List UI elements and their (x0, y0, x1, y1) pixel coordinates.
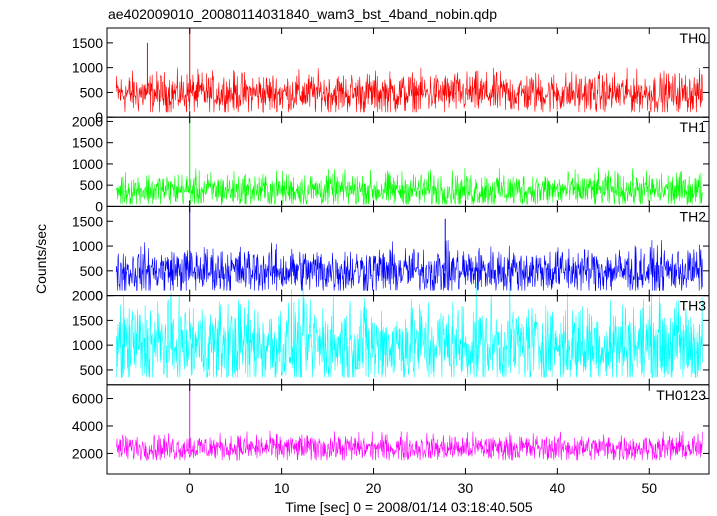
x-axis: 0 10 20 30 40 50 (186, 480, 657, 496)
y-tick-label: 500 (80, 84, 104, 100)
y-tick-label: 1500 (72, 35, 103, 51)
panel-label: TH3 (680, 298, 707, 314)
plot-title: ae402009010_20080114031840_wam3_bst_4ban… (108, 6, 497, 22)
x-tick-label: 50 (641, 480, 657, 496)
y-tick-label: 500 (80, 362, 104, 378)
y-tick-label: 1000 (72, 156, 103, 172)
y-tick-label: 1000 (72, 337, 103, 353)
x-tick-label: 0 (186, 480, 194, 496)
panel-label: TH0123 (656, 387, 706, 403)
y-tick-label: 6000 (72, 391, 103, 407)
y-tick-label: 2000 (72, 288, 103, 304)
y-tick-label: 2000 (72, 445, 103, 461)
series-th0 (115, 67, 703, 114)
panel-frame (106, 384, 710, 475)
panel-label: TH1 (680, 119, 707, 135)
panel-th1: 0 500 1000 1500 2000 TH1 (72, 113, 710, 214)
panel-th0123: 2000 4000 6000 TH0123 (72, 384, 710, 475)
panel-th3: 500 1000 1500 2000 TH3 (72, 282, 710, 386)
y-tick-label: 1000 (72, 238, 103, 254)
y-tick-label: 0 (95, 198, 103, 214)
panel-th0: 0 500 1000 1500 TH0 (72, 27, 710, 125)
y-axis-label: Counts/sec (33, 224, 49, 294)
y-tick-label: 0 (95, 288, 103, 304)
panels-group: 0 500 1000 1500 TH0 0 500 1000 1500 2000 TH1 0 500 10… (72, 27, 710, 475)
x-tick-label: 10 (274, 480, 290, 496)
y-tick-label: 500 (80, 177, 104, 193)
series-th3 (115, 282, 703, 378)
series-th2 (115, 240, 703, 291)
series-th1 (115, 167, 703, 205)
x-axis-label: Time [sec] 0 = 2008/01/14 03:18:40.505 (285, 499, 533, 515)
x-tick-label: 30 (458, 480, 474, 496)
y-tick-label: 0 (95, 109, 103, 125)
x-tick-label: 20 (366, 480, 382, 496)
y-tick-label: 1500 (72, 213, 103, 229)
panel-label: TH2 (680, 208, 707, 224)
y-tick-label: 1500 (72, 135, 103, 151)
y-tick-label: 2000 (72, 113, 103, 129)
y-tick-label: 4000 (72, 418, 103, 434)
series-th0123 (115, 430, 703, 461)
y-tick-label: 1500 (72, 312, 103, 328)
y-tick-label: 500 (80, 263, 104, 279)
y-tick-label: 1000 (72, 60, 103, 76)
panel-label: TH0 (680, 30, 707, 46)
x-tick-label: 40 (550, 480, 566, 496)
panel-th2: 0 500 1000 1500 TH2 (72, 205, 710, 304)
